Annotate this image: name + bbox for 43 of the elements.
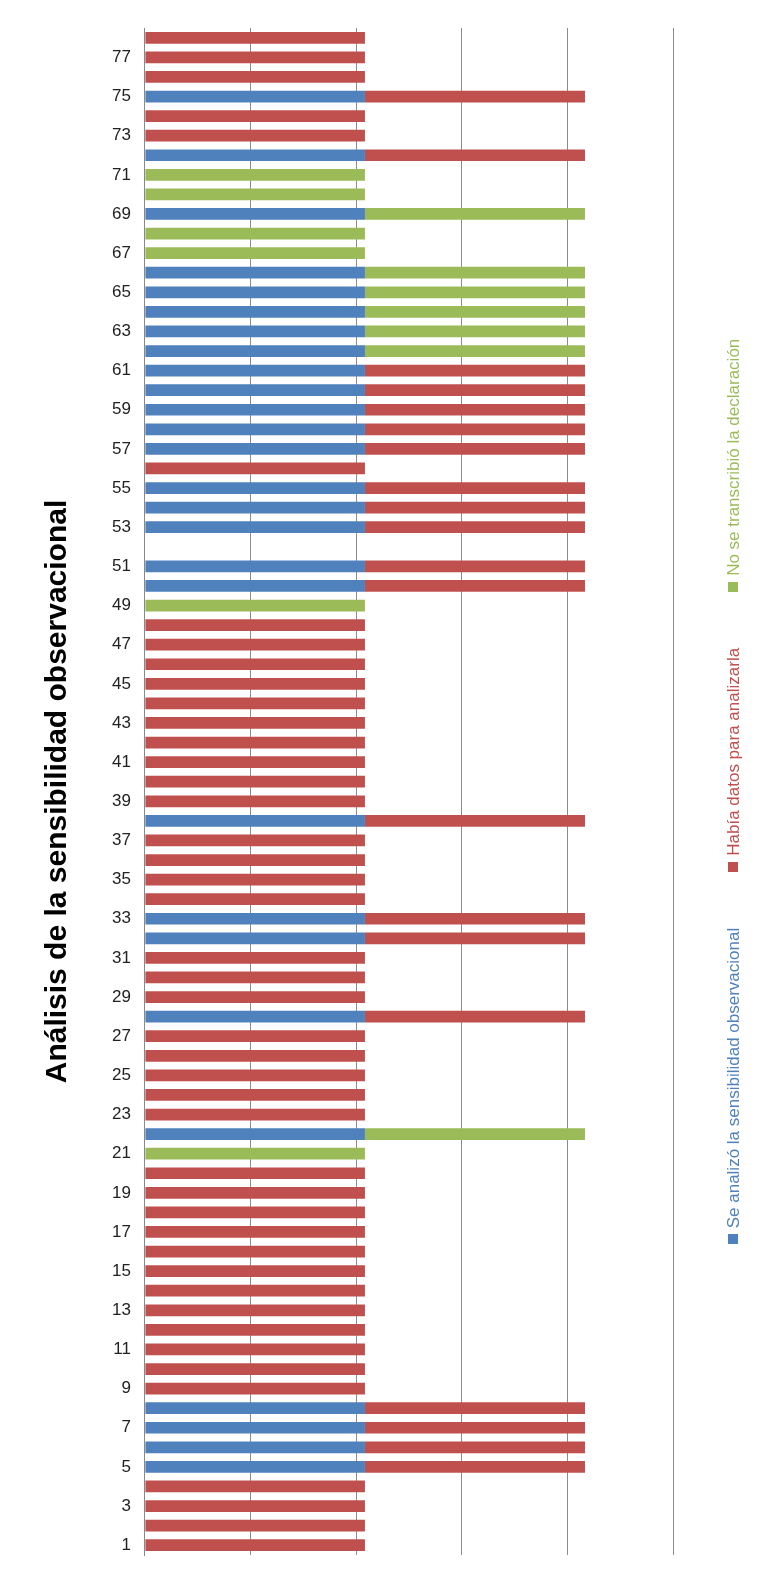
y-tick-label: 57 xyxy=(111,438,131,458)
y-tick-label: 15 xyxy=(111,1260,131,1280)
y-tick-label: 5 xyxy=(121,1456,131,1476)
y-tick-label: 11 xyxy=(113,1339,131,1359)
y-tick-label: 35 xyxy=(111,869,131,889)
y-tick-label: 73 xyxy=(111,125,131,145)
y-tick-label: 29 xyxy=(111,986,131,1006)
y-tick-label: 71 xyxy=(111,164,131,184)
y-tick-label: 45 xyxy=(111,673,131,693)
y-tick-label: 19 xyxy=(111,1182,131,1202)
y-tick-label: 47 xyxy=(111,634,131,654)
y-tick-label: 13 xyxy=(111,1299,131,1319)
y-tick-label: 31 xyxy=(111,947,131,967)
text: Análisis de la sensibilidad observacional xyxy=(39,499,73,1084)
y-tick-label: 41 xyxy=(111,751,131,771)
text: Se analizó la sensibilidad observacional xyxy=(723,927,743,1229)
y-tick-label: 51 xyxy=(111,556,131,576)
y-tick-label: 3 xyxy=(121,1495,131,1515)
y-tick-label: 77 xyxy=(111,47,131,67)
y-tick-label: 59 xyxy=(111,399,131,419)
text: Había datos para analizarla xyxy=(723,647,743,856)
y-tick-label: 23 xyxy=(111,1104,131,1124)
y-tick-label: 9 xyxy=(121,1378,131,1398)
y-tick-label: 69 xyxy=(111,203,131,223)
y-tick-label: 27 xyxy=(111,1025,131,1045)
y-tick-label: 25 xyxy=(111,1065,131,1085)
y-tick-label: 55 xyxy=(111,477,131,497)
y-tick-label: 75 xyxy=(111,86,131,106)
y-tick-label: 17 xyxy=(111,1221,131,1241)
y-tick-label: 7 xyxy=(121,1417,131,1437)
y-tick-label: 67 xyxy=(111,242,131,262)
text: No se transcribió la declaración xyxy=(723,338,743,576)
y-tick-label: 43 xyxy=(111,712,131,732)
y-tick-label: 39 xyxy=(111,790,131,810)
y-tick-label: 65 xyxy=(111,281,131,301)
y-tick-label: 21 xyxy=(111,1143,131,1163)
y-tick-label: 53 xyxy=(111,516,131,536)
y-tick-label: 33 xyxy=(111,908,131,928)
y-tick-label: 49 xyxy=(111,595,131,615)
y-tick-label: 1 xyxy=(121,1534,131,1554)
y-tick-label: 61 xyxy=(111,360,131,380)
y-tick-label: 63 xyxy=(111,321,131,341)
y-tick-label: 37 xyxy=(111,830,131,850)
